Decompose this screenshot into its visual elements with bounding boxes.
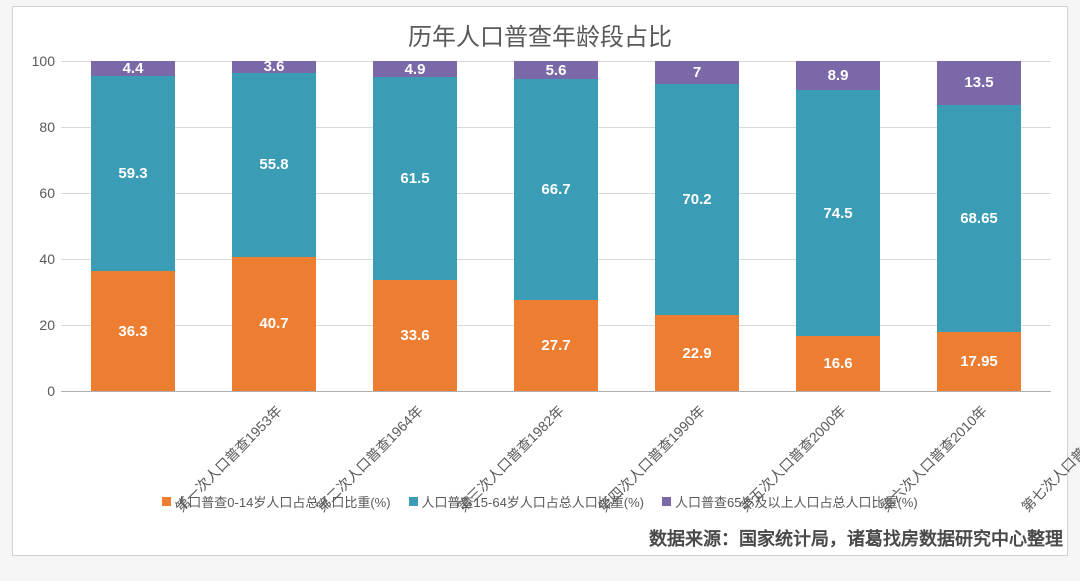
bar-value-label: 16.6 [823, 355, 852, 372]
bar-segment: 3.6 [232, 61, 316, 73]
bar-segment: 33.6 [373, 280, 457, 391]
legend-swatch [409, 497, 418, 506]
y-tick-label: 100 [25, 53, 55, 69]
bar-value-label: 33.6 [400, 327, 429, 344]
y-tick-label: 0 [25, 383, 55, 399]
bar-segment: 17.95 [937, 332, 1021, 391]
bar-segment: 5.6 [514, 61, 598, 79]
y-tick-label: 40 [25, 251, 55, 267]
y-tick-label: 80 [25, 119, 55, 135]
x-axis-labels: 第一次人口普查1953年第二次人口普查1964年第三次人口普查1982年第四次人… [61, 395, 1051, 505]
source-text: 数据来源：国家统计局，诸葛找房数据研究中心整理 [649, 525, 1063, 551]
bar-value-label: 27.7 [541, 337, 570, 354]
bar-segment: 36.3 [91, 271, 175, 391]
bar-segment: 59.3 [91, 76, 175, 272]
bar-value-label: 66.7 [541, 181, 570, 198]
bar-group: 40.7 55.8 3.6 [232, 61, 316, 391]
bar-value-label: 74.5 [823, 205, 852, 222]
chart-title: 历年人口普查年龄段占比 [13, 7, 1067, 58]
legend-swatch [162, 497, 171, 506]
bar-segment: 55.8 [232, 73, 316, 257]
grid-line [61, 391, 1051, 392]
bar-segment: 8.9 [796, 61, 880, 90]
bar-segment: 40.7 [232, 257, 316, 391]
bar-segment: 13.5 [937, 61, 1021, 106]
bar-group: 17.95 68.65 13.5 [937, 61, 1021, 391]
bar-value-label: 55.8 [259, 156, 288, 173]
bar-value-label: 68.65 [960, 210, 998, 227]
bar-group: 16.6 74.5 8.9 [796, 61, 880, 391]
y-tick-label: 60 [25, 185, 55, 201]
legend: 人口普查0-14岁人口占总人口比重(%) 人口普查15-64岁人口占总人口比重(%… [13, 492, 1067, 511]
bar-segment: 27.7 [514, 300, 598, 391]
legend-swatch [662, 497, 671, 506]
bar-value-label: 22.9 [682, 345, 711, 362]
bar-segment: 4.4 [91, 61, 175, 76]
legend-item: 人口普查65岁及以上人口占总人口比重(%) [662, 492, 918, 511]
bar-group: 27.7 66.7 5.6 [514, 61, 598, 391]
bar-value-label: 36.3 [118, 323, 147, 340]
legend-item: 人口普查15-64岁人口占总人口比重(%) [409, 492, 644, 511]
bar-value-label: 3.6 [264, 58, 285, 75]
bar-value-label: 40.7 [259, 315, 288, 332]
bar-segment: 70.2 [655, 84, 739, 316]
legend-label: 人口普查65岁及以上人口占总人口比重(%) [675, 492, 918, 511]
bar-group: 36.3 59.3 4.4 [91, 61, 175, 391]
bar-segment: 61.5 [373, 77, 457, 280]
bar-value-label: 5.6 [546, 62, 567, 79]
chart-container: 历年人口普查年龄段占比 0 20 40 60 80 100 36.3 59.3 4.4 40.7 5… [12, 6, 1068, 556]
y-tick-label: 20 [25, 317, 55, 333]
bar-segment: 66.7 [514, 79, 598, 299]
bar-value-label: 8.9 [828, 67, 849, 84]
bar-value-label: 70.2 [682, 191, 711, 208]
bar-segment: 22.9 [655, 315, 739, 391]
plot-area: 02040608010036.359.34.440.755.83.633.661… [61, 61, 1051, 391]
bar-segment: 16.6 [796, 336, 880, 391]
legend-label: 人口普查0-14岁人口占总人口比重(%) [175, 492, 390, 511]
bar-value-label: 17.95 [960, 353, 998, 370]
legend-label: 人口普查15-64岁人口占总人口比重(%) [422, 492, 644, 511]
bar-value-label: 4.9 [405, 61, 426, 78]
bar-group: 33.6 61.5 4.9 [373, 61, 457, 391]
bar-segment: 74.5 [796, 90, 880, 336]
bar-group: 22.9 70.2 7 [655, 61, 739, 391]
bar-segment: 4.9 [373, 61, 457, 77]
bar-value-label: 61.5 [400, 170, 429, 187]
bar-value-label: 4.4 [123, 60, 144, 77]
bar-value-label: 13.5 [964, 74, 993, 91]
bar-segment: 7 [655, 61, 739, 84]
bar-value-label: 7 [693, 64, 701, 81]
bar-value-label: 59.3 [118, 165, 147, 182]
bar-segment: 68.65 [937, 105, 1021, 332]
legend-item: 人口普查0-14岁人口占总人口比重(%) [162, 492, 390, 511]
